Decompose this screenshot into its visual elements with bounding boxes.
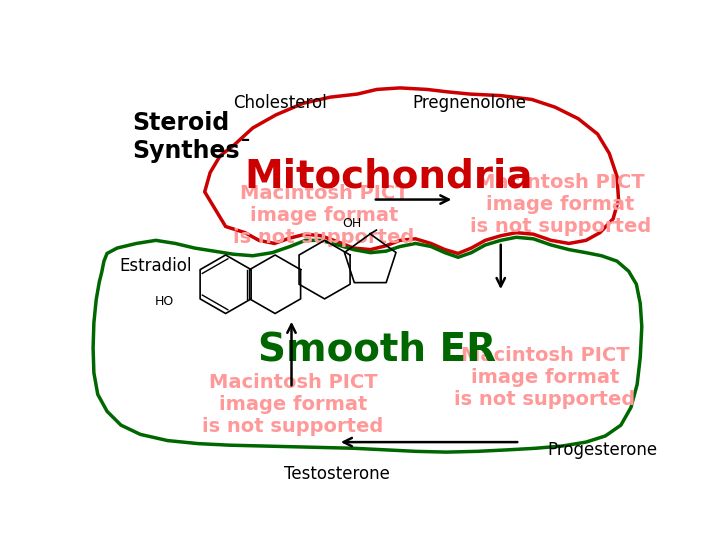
Text: Macintosh PICT
image format
is not supported: Macintosh PICT image format is not suppo… xyxy=(202,373,384,436)
Text: Steroid
Synthes¯: Steroid Synthes¯ xyxy=(132,111,252,163)
Text: Progesterone: Progesterone xyxy=(547,441,657,458)
Text: Pregnenolone: Pregnenolone xyxy=(413,94,527,112)
Text: HO: HO xyxy=(155,295,174,308)
Text: Macintosh PICT
image format
is not supported: Macintosh PICT image format is not suppo… xyxy=(233,184,415,247)
Text: Macintosh PICT
image format
is not supported: Macintosh PICT image format is not suppo… xyxy=(469,173,651,235)
Text: OH: OH xyxy=(342,217,361,231)
Text: Estradiol: Estradiol xyxy=(120,257,192,275)
Text: Macintosh PICT
image format
is not supported: Macintosh PICT image format is not suppo… xyxy=(454,346,636,409)
Text: Smooth ER: Smooth ER xyxy=(258,330,496,368)
Text: Mitochondria: Mitochondria xyxy=(244,157,533,195)
Text: Testosterone: Testosterone xyxy=(284,465,390,483)
Text: Cholesterol: Cholesterol xyxy=(233,94,327,112)
